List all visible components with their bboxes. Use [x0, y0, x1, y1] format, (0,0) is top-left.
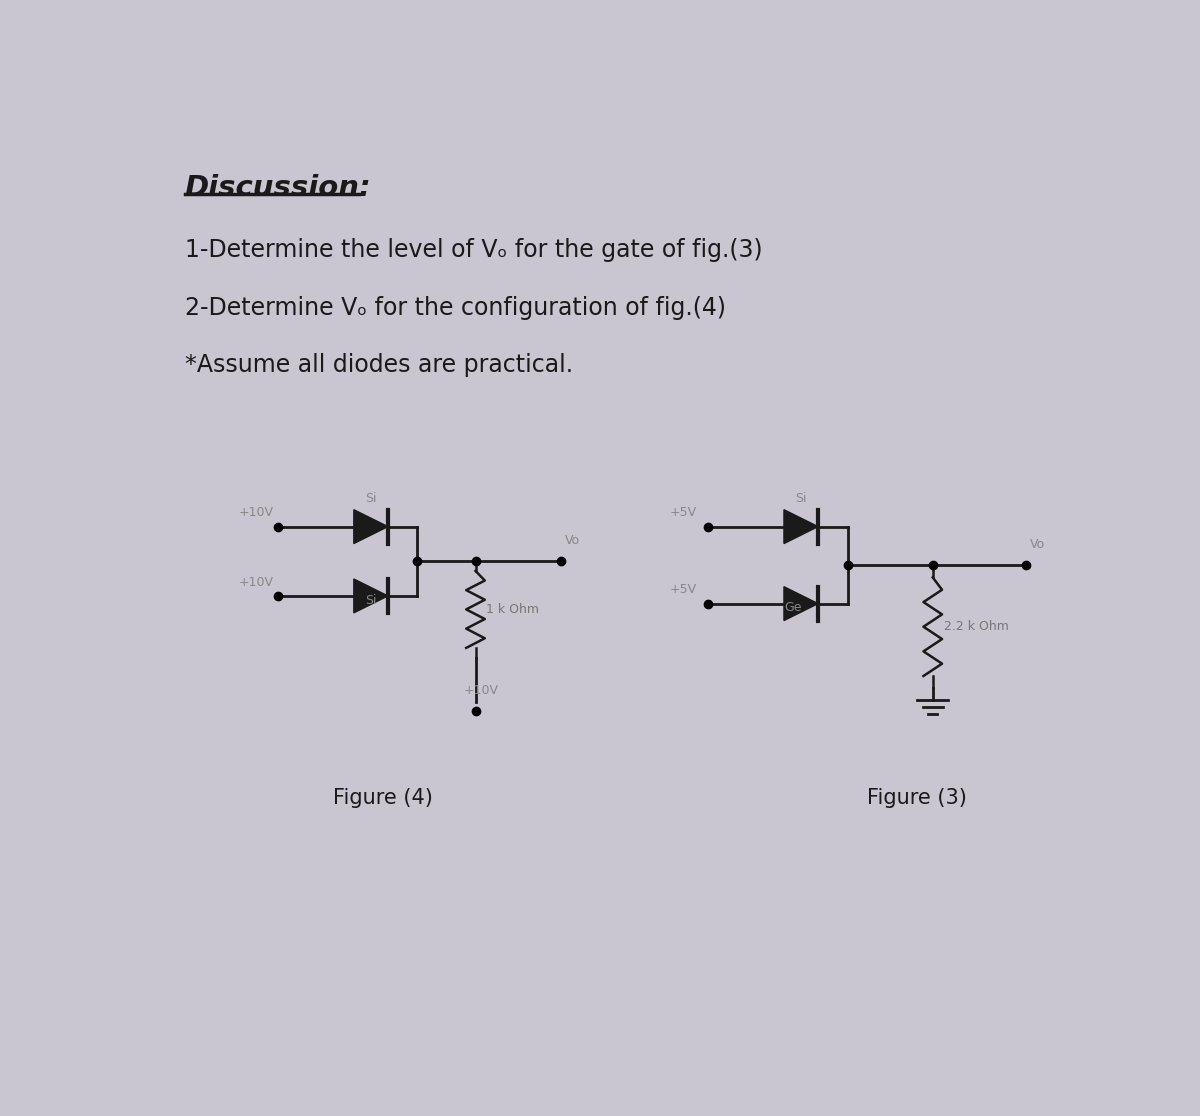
- Text: Vo: Vo: [1030, 538, 1045, 551]
- Text: Si: Si: [796, 492, 806, 504]
- Text: Ge: Ge: [785, 602, 802, 614]
- Polygon shape: [784, 510, 818, 543]
- Polygon shape: [354, 579, 388, 613]
- Polygon shape: [354, 510, 388, 543]
- Text: Si: Si: [365, 492, 377, 504]
- Text: +10V: +10V: [239, 507, 274, 519]
- Text: +5V: +5V: [670, 507, 696, 519]
- Polygon shape: [784, 587, 818, 620]
- Text: Vo: Vo: [565, 535, 580, 547]
- Text: 2.2 k Ohm: 2.2 k Ohm: [943, 620, 1008, 633]
- Text: Figure (3): Figure (3): [868, 788, 967, 808]
- Text: +10V: +10V: [239, 576, 274, 588]
- Text: +5V: +5V: [670, 584, 696, 596]
- Text: Figure (4): Figure (4): [332, 788, 432, 808]
- Text: +10V: +10V: [464, 684, 499, 698]
- Text: 2-Determine Vₒ for the configuration of fig.(4): 2-Determine Vₒ for the configuration of …: [185, 296, 726, 319]
- Text: Si: Si: [365, 594, 377, 607]
- Text: 1-Determine the level of Vₒ for the gate of fig.(3): 1-Determine the level of Vₒ for the gate…: [185, 238, 762, 262]
- Text: 1 k Ohm: 1 k Ohm: [486, 603, 539, 616]
- Text: Discussion:: Discussion:: [185, 174, 372, 202]
- Text: *Assume all diodes are practical.: *Assume all diodes are practical.: [185, 354, 574, 377]
